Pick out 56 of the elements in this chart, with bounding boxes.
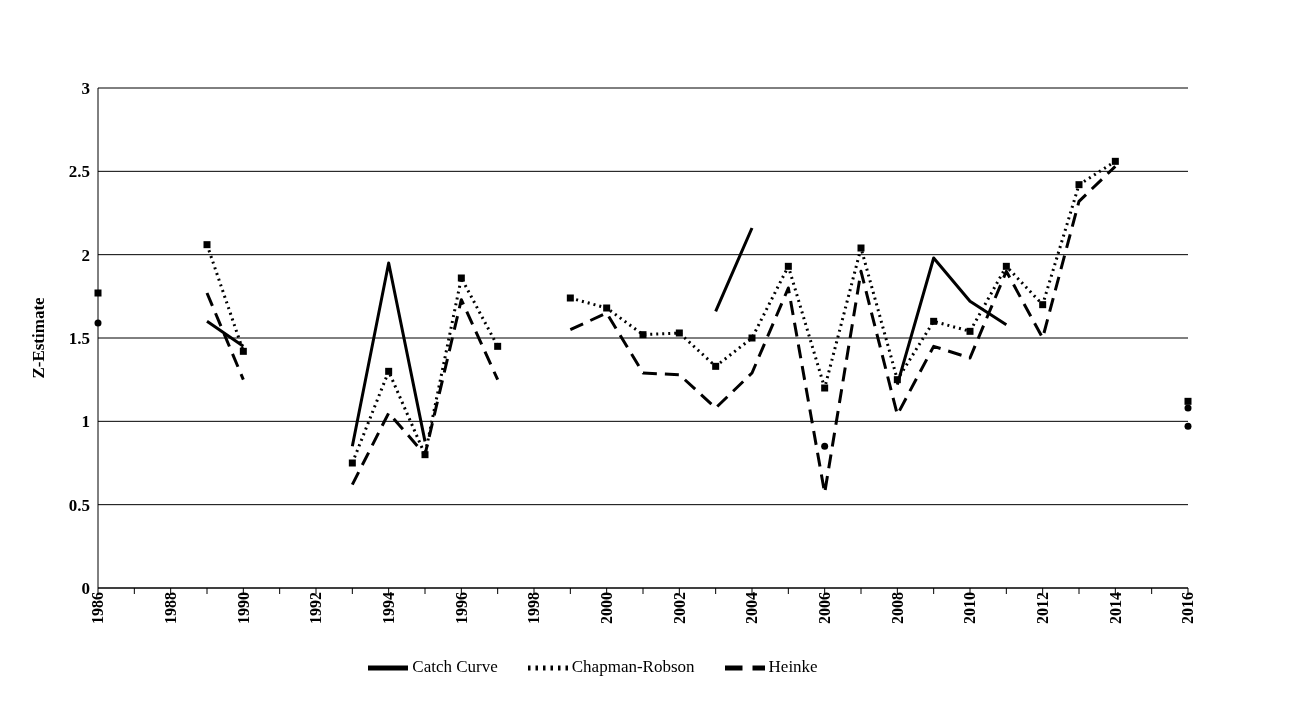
x-tick-label: 2004 bbox=[743, 592, 761, 624]
x-tick-label: 2006 bbox=[816, 592, 834, 624]
point bbox=[748, 334, 756, 342]
point bbox=[1184, 422, 1192, 430]
point bbox=[930, 317, 938, 325]
y-axis-title: Z-Estimate bbox=[29, 296, 49, 379]
x-tick-label: 2000 bbox=[598, 592, 616, 624]
x-tick-label: 2016 bbox=[1179, 592, 1197, 624]
point bbox=[857, 244, 865, 252]
point bbox=[94, 289, 102, 297]
y-tick-label: 1 bbox=[81, 412, 90, 432]
legend-label: Chapman-Robson bbox=[571, 656, 695, 676]
point bbox=[1184, 404, 1192, 412]
point bbox=[675, 329, 683, 337]
x-tick-label: 1998 bbox=[525, 592, 543, 624]
point bbox=[239, 347, 247, 355]
x-tick-label: 1988 bbox=[162, 592, 180, 624]
x-tick-label: 1994 bbox=[380, 592, 398, 624]
y-tick-label: 2.5 bbox=[68, 162, 90, 182]
point bbox=[784, 262, 792, 270]
y-tick-label: 0.5 bbox=[68, 495, 90, 515]
point bbox=[457, 274, 465, 282]
point bbox=[385, 367, 393, 375]
point bbox=[893, 376, 901, 384]
point bbox=[603, 304, 611, 312]
y-tick-label: 3 bbox=[81, 79, 90, 99]
y-tick-label: 2 bbox=[81, 245, 90, 265]
x-tick-label: 1996 bbox=[452, 592, 470, 624]
point bbox=[1184, 397, 1192, 405]
point bbox=[348, 459, 356, 467]
x-tick-label: 2008 bbox=[888, 592, 906, 624]
point bbox=[712, 362, 720, 370]
point bbox=[494, 342, 502, 350]
point bbox=[1111, 157, 1119, 165]
point bbox=[1039, 301, 1047, 309]
x-tick-label: 1990 bbox=[234, 592, 252, 624]
x-tick-label: 2012 bbox=[1034, 592, 1052, 624]
x-tick-label: 1992 bbox=[307, 592, 325, 624]
point bbox=[821, 442, 829, 450]
point bbox=[94, 319, 102, 327]
point bbox=[203, 241, 211, 249]
legend-label: Heinke bbox=[768, 656, 818, 676]
point bbox=[639, 331, 647, 339]
x-tick-label: 1986 bbox=[89, 592, 107, 624]
point bbox=[1075, 181, 1083, 189]
y-tick-label: 1.5 bbox=[68, 329, 90, 349]
point bbox=[421, 451, 429, 459]
x-tick-label: 2010 bbox=[961, 592, 979, 624]
x-tick-label: 2002 bbox=[670, 592, 688, 624]
point bbox=[566, 294, 574, 302]
point bbox=[821, 384, 829, 392]
y-tick-label: 0 bbox=[81, 579, 90, 599]
x-tick-label: 2014 bbox=[1106, 592, 1124, 624]
point bbox=[966, 327, 974, 335]
point bbox=[1002, 262, 1010, 270]
legend-label: Catch Curve bbox=[412, 656, 498, 676]
